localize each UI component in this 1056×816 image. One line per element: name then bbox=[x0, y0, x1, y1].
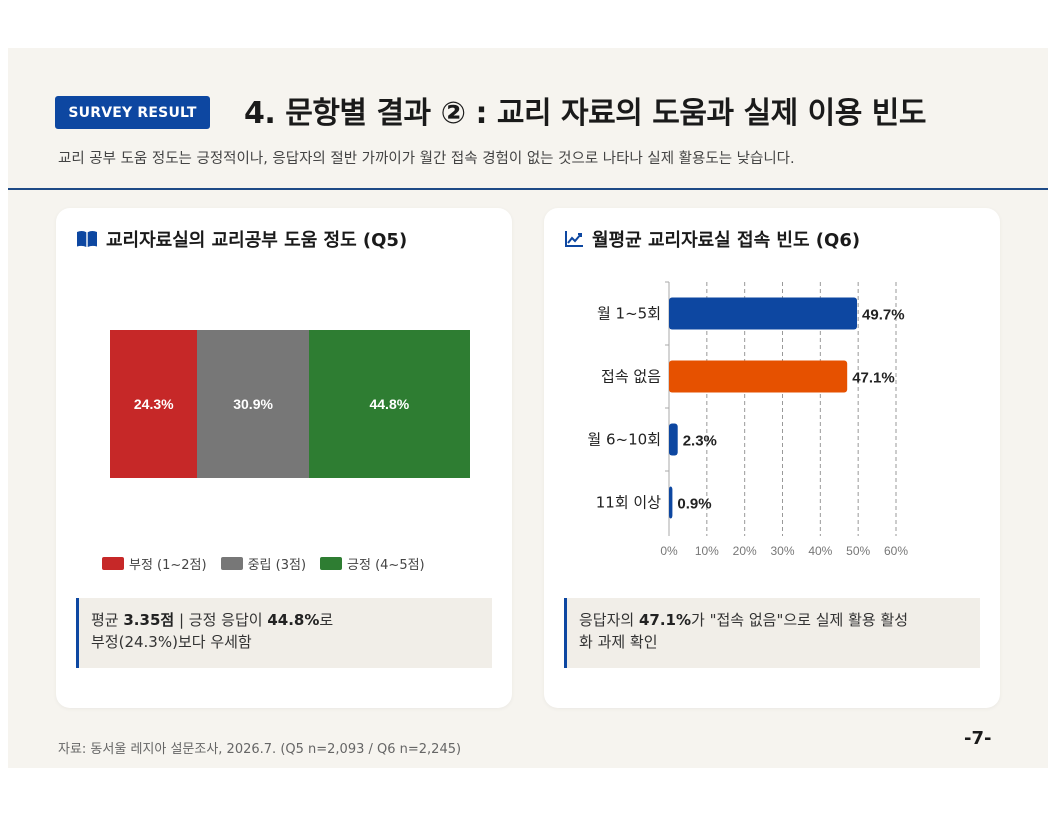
q5-segment-label: 24.3% bbox=[133, 396, 174, 412]
slide: SURVEY RESULT 4. 문항별 결과 ② : 교리 자료의 도움과 실… bbox=[8, 48, 1048, 768]
q5-note: 평균 3.35점 | 긍정 응답이 44.8%로 부정(24.3%)보다 우세함 bbox=[76, 598, 492, 668]
q6-value-label: 49.7% bbox=[862, 307, 905, 324]
q6-bar bbox=[669, 423, 678, 456]
q5-segment-1: 30.9% bbox=[197, 330, 309, 478]
survey-result-badge: SURVEY RESULT bbox=[55, 96, 210, 129]
q5-segment-2: 44.8% bbox=[308, 330, 470, 478]
line-chart-icon bbox=[565, 231, 583, 247]
q6-tick-label: 10% bbox=[695, 544, 719, 558]
q5-legend-label: 긍정 (4~5점) bbox=[347, 558, 425, 573]
q6-category-label: 월 1~5회 bbox=[597, 305, 661, 323]
q5-legend-item: 부정 (1~2점) bbox=[102, 554, 207, 573]
q6-card: 월평균 교리자료실 접속 빈도 (Q6) 0% 10% 20% 30% 40% 50% 60… bbox=[544, 208, 1000, 708]
page-subtitle: 교리 공부 도움 정도는 긍정적이나, 응답자의 절반 가까이가 월간 접속 경… bbox=[58, 151, 795, 167]
q5-title-text: 교리자료실의 교리공부 도움 정도 (Q5) bbox=[106, 230, 408, 251]
page-number: -7- bbox=[964, 728, 992, 749]
note-positive-pct: 44.8% bbox=[267, 611, 320, 629]
note-no-access-pct: 47.1% bbox=[638, 611, 692, 629]
q5-legend-swatch bbox=[220, 557, 243, 570]
q6-bar bbox=[669, 297, 858, 330]
header-divider bbox=[8, 188, 1048, 190]
q6-bar bbox=[669, 486, 673, 519]
q6-category-label: 11회 이상 bbox=[596, 494, 661, 512]
q6-tick-label: 30% bbox=[770, 544, 794, 558]
q5-legend: 부정 (1~2점) 중립 (3점) 긍정 (4~5점) bbox=[102, 554, 425, 573]
q6-tick-label: 60% bbox=[884, 544, 908, 558]
q5-segment-0: 24.3% bbox=[110, 330, 198, 478]
q6-category-label: 월 6~10회 bbox=[587, 431, 661, 449]
q5-legend-swatch bbox=[102, 557, 124, 570]
q6-tick-label: 50% bbox=[846, 544, 870, 558]
q5-segment-label: 44.8% bbox=[369, 396, 410, 412]
note-average: 3.35점 bbox=[123, 611, 175, 629]
note-text: 로 bbox=[319, 611, 334, 629]
q6-tick-label: 20% bbox=[733, 544, 757, 558]
q5-segment-label: 30.9% bbox=[233, 396, 273, 412]
q6-card-title: 월평균 교리자료실 접속 빈도 (Q6) bbox=[564, 226, 860, 252]
q5-legend-item: 중립 (3점) bbox=[220, 554, 307, 573]
q6-tick-label: 40% bbox=[808, 544, 832, 558]
q5-legend-swatch bbox=[320, 557, 343, 570]
q6-bar-chart: 0% 10% 20% 30% 40% 50% 60% 월 1~5회 49.7% 접속 없음 47.1… bbox=[587, 281, 908, 558]
q6-bar bbox=[669, 360, 848, 393]
q6-value-label: 0.9% bbox=[677, 496, 711, 513]
note-text: | 긍정 응답이 bbox=[174, 611, 268, 629]
note-text: 평균 bbox=[91, 611, 124, 629]
q5-legend-label: 부정 (1~2점) bbox=[129, 558, 207, 573]
page-title: 4. 문항별 결과 ② : 교리 자료의 도움과 실제 이용 빈도 bbox=[244, 96, 927, 131]
q5-stacked-bar: 24.3% 30.9% 44.8% bbox=[110, 330, 470, 478]
note-text: 응답자의 bbox=[579, 611, 639, 629]
note-text-line2: 화 과제 확인 bbox=[579, 633, 658, 651]
source-footnote: 자료: 동서울 레지아 설문조사, 2026.7. (Q5 n=2,093 / … bbox=[58, 742, 462, 757]
q6-value-label: 47.1% bbox=[852, 370, 895, 387]
book-icon bbox=[77, 231, 97, 247]
note-text-line2: 부정(24.3%)보다 우세함 bbox=[91, 633, 252, 651]
q6-title-text: 월평균 교리자료실 접속 빈도 (Q6) bbox=[592, 230, 861, 251]
q6-value-label: 2.3% bbox=[683, 433, 717, 450]
q5-legend-item: 긍정 (4~5점) bbox=[320, 554, 425, 573]
q5-card: 교리자료실의 교리공부 도움 정도 (Q5) 24.3% 30.9% 44.8% 부… bbox=[56, 208, 512, 708]
q5-card-title: 교리자료실의 교리공부 도움 정도 (Q5) bbox=[76, 226, 407, 252]
q6-tick-label: 0% bbox=[660, 544, 678, 558]
q6-category-label: 접속 없음 bbox=[601, 368, 661, 386]
note-text: 가 "접속 없음"으로 실제 활용 활성 bbox=[691, 611, 909, 629]
q5-legend-label: 중립 (3점) bbox=[247, 558, 307, 573]
q6-note: 응답자의 47.1%가 "접속 없음"으로 실제 활용 활성 화 과제 확인 bbox=[564, 598, 980, 668]
